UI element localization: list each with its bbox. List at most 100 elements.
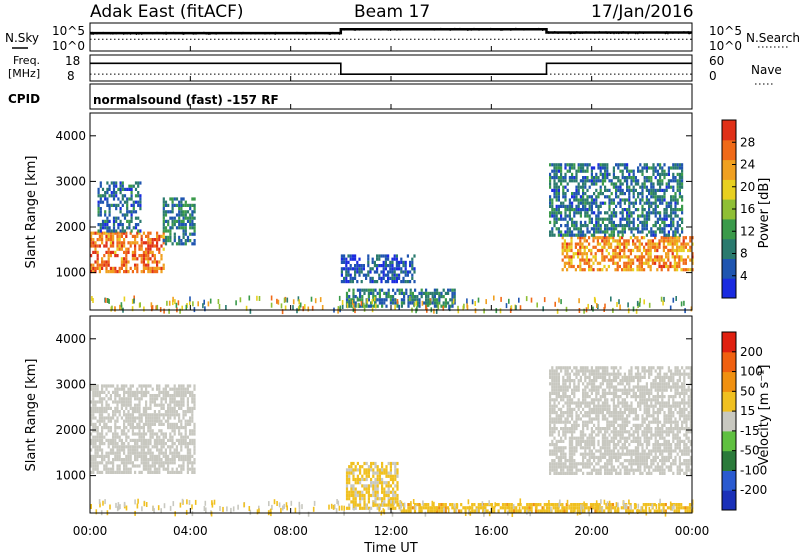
velocity-cell bbox=[675, 509, 678, 513]
power-cell bbox=[590, 176, 593, 180]
velocity-cell bbox=[564, 411, 567, 415]
power-cell bbox=[560, 172, 563, 176]
power-cell bbox=[121, 223, 124, 227]
velocity-cell bbox=[101, 387, 104, 391]
velocity-cell bbox=[588, 417, 591, 421]
power-cell bbox=[592, 245, 595, 249]
velocity-cell bbox=[560, 455, 563, 459]
velocity-cell bbox=[549, 391, 552, 395]
power-cell bbox=[394, 304, 396, 310]
velocity-cell bbox=[523, 506, 527, 510]
power-cell bbox=[616, 261, 619, 265]
power-cell bbox=[663, 214, 666, 218]
velocity-cell bbox=[118, 410, 121, 414]
power-cell bbox=[363, 288, 366, 292]
velocity-cell bbox=[588, 375, 591, 379]
velocity-cell bbox=[584, 446, 587, 450]
power-cell bbox=[678, 258, 681, 262]
power-cell bbox=[175, 213, 179, 217]
velocity-cell bbox=[120, 461, 123, 465]
power-cell bbox=[376, 304, 379, 308]
power-cell bbox=[615, 227, 618, 231]
power-cell bbox=[681, 220, 684, 224]
velocity-cell bbox=[584, 385, 587, 389]
power-cell bbox=[549, 204, 552, 208]
velocity-cell bbox=[593, 404, 596, 408]
velocity-cell bbox=[431, 506, 434, 510]
power-cell bbox=[599, 242, 602, 246]
nsky-point bbox=[371, 28, 373, 30]
velocity-cell bbox=[131, 429, 134, 433]
velocity-cell bbox=[606, 468, 609, 472]
power-cell bbox=[178, 216, 181, 220]
power-cell bbox=[676, 166, 679, 170]
nsky-point bbox=[478, 29, 480, 31]
power-cell bbox=[678, 166, 681, 170]
velocity-cell bbox=[418, 506, 421, 510]
power-cell bbox=[407, 298, 410, 302]
power-cell bbox=[358, 267, 361, 271]
velocity-cell bbox=[173, 384, 176, 388]
velocity-cell bbox=[611, 503, 615, 507]
velocity-cell bbox=[169, 435, 172, 439]
power-cell bbox=[371, 280, 374, 284]
velocity-cell bbox=[180, 397, 183, 401]
nsky-point bbox=[242, 31, 244, 34]
velocity-cell bbox=[138, 464, 141, 468]
power-cell bbox=[610, 230, 613, 234]
power-cell bbox=[654, 261, 657, 265]
velocity-cell bbox=[573, 449, 576, 453]
nsky-point bbox=[265, 33, 267, 35]
velocity-cell bbox=[610, 366, 613, 370]
power-cell bbox=[614, 245, 617, 249]
velocity-cell bbox=[680, 506, 683, 510]
velocity-cell bbox=[528, 506, 531, 510]
velocity-cell bbox=[564, 420, 567, 424]
velocity-cell bbox=[575, 471, 578, 475]
velocity-cell bbox=[608, 423, 611, 427]
velocity-cell bbox=[633, 503, 637, 507]
power-cell bbox=[583, 245, 586, 249]
velocity-cell bbox=[171, 454, 174, 458]
nsky-point bbox=[615, 32, 617, 34]
power-cell bbox=[595, 204, 598, 208]
power-cell bbox=[621, 214, 624, 218]
power-cell bbox=[112, 184, 116, 188]
velocity-cell bbox=[601, 417, 604, 421]
power-cell bbox=[425, 304, 427, 310]
power-cell bbox=[638, 248, 641, 253]
power-cell bbox=[621, 211, 624, 215]
velocity-cell bbox=[140, 426, 143, 430]
power-cell bbox=[108, 229, 111, 233]
velocity-cell bbox=[101, 390, 104, 394]
velocity-cell bbox=[545, 509, 549, 513]
power-cell bbox=[425, 301, 428, 305]
velocity-cell bbox=[608, 388, 611, 392]
power-cell bbox=[663, 163, 666, 167]
power-cell bbox=[136, 266, 139, 270]
power-cell bbox=[123, 260, 126, 264]
nsky-point bbox=[163, 32, 166, 34]
velocity-cell bbox=[593, 379, 596, 383]
power-cell bbox=[106, 229, 109, 233]
velocity-cell bbox=[189, 438, 192, 442]
power-cell bbox=[621, 163, 624, 167]
power-cell bbox=[448, 304, 450, 310]
power-cell bbox=[612, 227, 615, 231]
power-cell bbox=[345, 267, 348, 271]
power-cell bbox=[142, 270, 145, 274]
velocity-cell bbox=[579, 379, 582, 383]
velocity-cell bbox=[116, 384, 119, 388]
velocity-cell bbox=[171, 442, 174, 446]
velocity-cell bbox=[557, 471, 560, 475]
power-cell bbox=[191, 242, 194, 246]
power-cell bbox=[617, 230, 620, 234]
velocity-cell bbox=[590, 388, 593, 392]
velocity-cell bbox=[606, 420, 609, 424]
power-cell bbox=[667, 182, 670, 186]
power-cell bbox=[495, 308, 498, 314]
power-cell bbox=[371, 299, 374, 304]
power-cell bbox=[105, 241, 108, 245]
power-cell bbox=[374, 288, 377, 292]
power-cell bbox=[150, 302, 153, 308]
